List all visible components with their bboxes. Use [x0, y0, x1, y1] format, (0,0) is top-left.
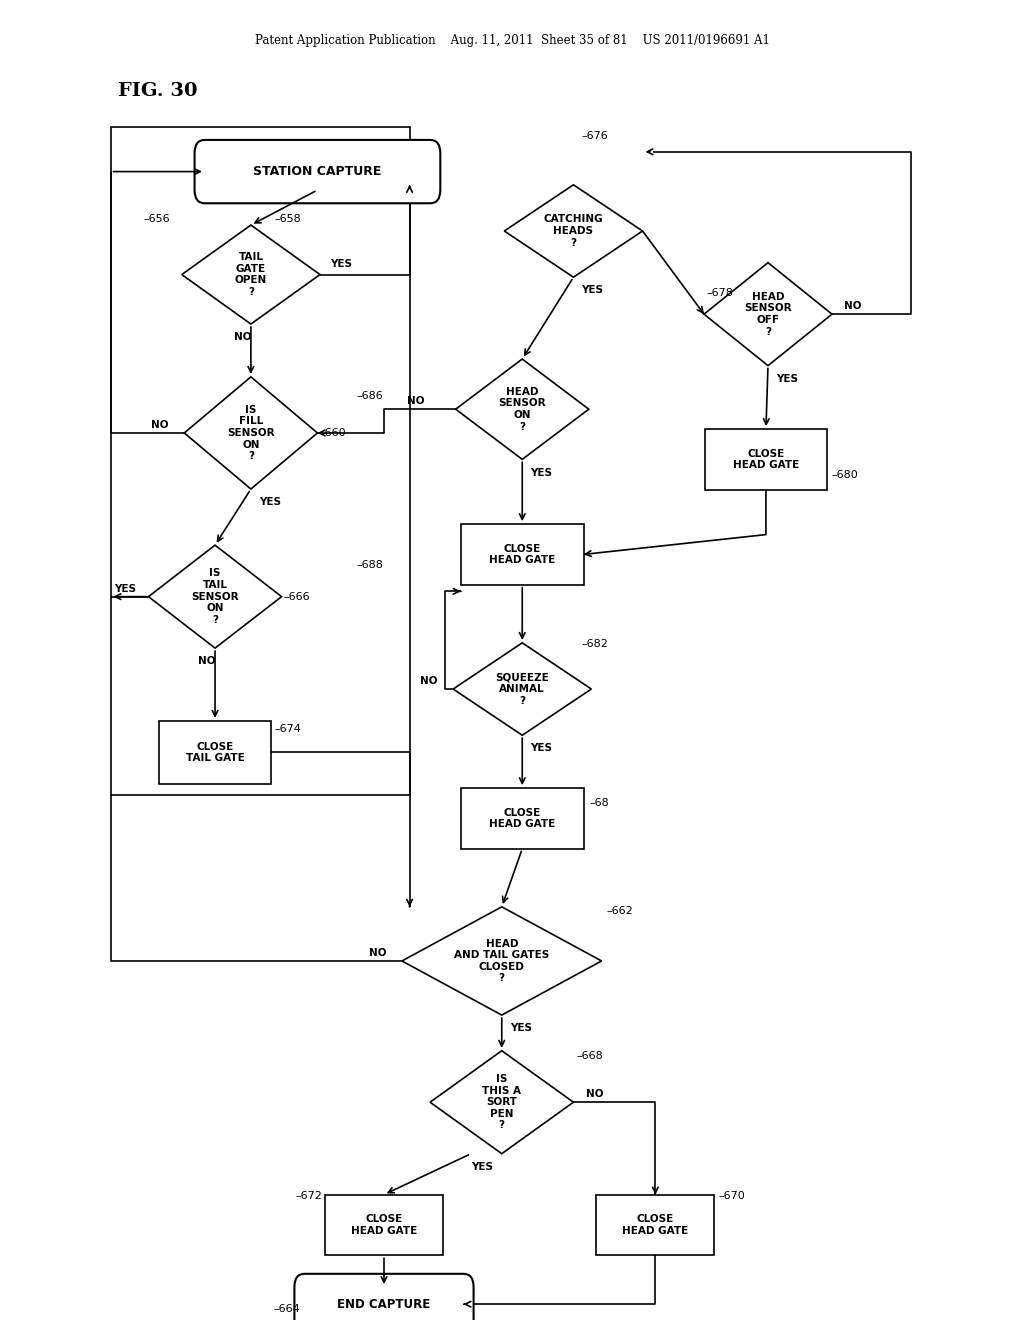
Text: CLOSE
HEAD GATE: CLOSE HEAD GATE [351, 1214, 417, 1236]
Bar [326, 1195, 442, 1255]
Polygon shape [184, 378, 317, 488]
Text: HEAD
SENSOR
OFF
?: HEAD SENSOR OFF ? [744, 292, 792, 337]
Text: FIG. 30: FIG. 30 [118, 82, 198, 100]
Polygon shape [430, 1051, 573, 1154]
Text: NO: NO [408, 396, 425, 407]
Text: END CAPTURE: END CAPTURE [337, 1298, 431, 1311]
Text: –680: –680 [831, 470, 858, 480]
Bar [596, 1195, 715, 1255]
Text: –674: –674 [274, 723, 301, 734]
Text: –682: –682 [582, 639, 608, 649]
Polygon shape [182, 224, 319, 323]
Text: –660: –660 [319, 428, 346, 438]
Text: CLOSE
HEAD GATE: CLOSE HEAD GATE [623, 1214, 688, 1236]
Text: CLOSE
HEAD GATE: CLOSE HEAD GATE [733, 449, 799, 470]
Bar [705, 429, 827, 490]
Polygon shape [456, 359, 589, 459]
Bar [461, 524, 584, 585]
Polygon shape [505, 185, 643, 277]
Text: NO: NO [233, 333, 252, 342]
Text: –678: –678 [707, 288, 733, 298]
FancyBboxPatch shape [195, 140, 440, 203]
Text: YES: YES [330, 259, 352, 269]
Text: –670: –670 [719, 1191, 745, 1201]
Bar [461, 788, 584, 849]
Text: YES: YES [776, 374, 798, 384]
Text: Patent Application Publication    Aug. 11, 2011  Sheet 35 of 81    US 2011/01966: Patent Application Publication Aug. 11, … [255, 34, 769, 48]
Text: YES: YES [510, 1023, 531, 1034]
Text: –666: –666 [284, 591, 310, 602]
Text: YES: YES [115, 583, 136, 594]
Text: –658: –658 [274, 214, 301, 224]
Text: –668: –668 [577, 1051, 603, 1061]
Text: NO: NO [152, 420, 169, 430]
Bar [159, 721, 271, 784]
Text: IS
TAIL
SENSOR
ON
?: IS TAIL SENSOR ON ? [191, 569, 239, 624]
Text: IS
THIS A
SORT
PEN
?: IS THIS A SORT PEN ? [482, 1074, 521, 1130]
Text: –676: –676 [582, 131, 608, 141]
Polygon shape [148, 545, 282, 648]
Text: STATION CAPTURE: STATION CAPTURE [253, 165, 382, 178]
Text: CLOSE
HEAD GATE: CLOSE HEAD GATE [489, 544, 555, 565]
Text: –688: –688 [356, 560, 383, 570]
Text: HEAD
SENSOR
ON
?: HEAD SENSOR ON ? [499, 387, 546, 432]
Text: –656: –656 [143, 214, 170, 224]
Text: –662: –662 [606, 906, 633, 916]
Text: YES: YES [530, 467, 552, 478]
Text: NO: NO [844, 301, 862, 312]
Text: CLOSE
TAIL GATE: CLOSE TAIL GATE [185, 742, 245, 763]
Text: –68: –68 [590, 797, 609, 808]
Text: –686: –686 [356, 391, 383, 401]
Text: YES: YES [582, 285, 603, 296]
Text: CLOSE
HEAD GATE: CLOSE HEAD GATE [489, 808, 555, 829]
Text: NO: NO [420, 676, 438, 686]
Bar [111, 127, 410, 795]
Text: NO: NO [369, 948, 386, 958]
Text: YES: YES [472, 1162, 494, 1172]
Polygon shape [453, 643, 592, 735]
Text: HEAD
AND TAIL GATES
CLOSED
?: HEAD AND TAIL GATES CLOSED ? [454, 939, 550, 983]
Text: SQUEEZE
ANIMAL
?: SQUEEZE ANIMAL ? [496, 672, 549, 706]
Text: NO: NO [586, 1089, 603, 1100]
FancyBboxPatch shape [295, 1274, 473, 1320]
Polygon shape [705, 263, 831, 366]
Text: YES: YES [530, 743, 552, 754]
Text: CATCHING
HEADS
?: CATCHING HEADS ? [544, 214, 603, 248]
Text: NO: NO [198, 656, 216, 667]
Text: IS
FILL
SENSOR
ON
?: IS FILL SENSOR ON ? [227, 405, 274, 461]
Polygon shape [401, 907, 602, 1015]
Text: YES: YES [259, 498, 281, 507]
Text: TAIL
GATE
OPEN
?: TAIL GATE OPEN ? [234, 252, 267, 297]
Text: –664: –664 [273, 1304, 300, 1315]
Text: –672: –672 [296, 1191, 323, 1201]
